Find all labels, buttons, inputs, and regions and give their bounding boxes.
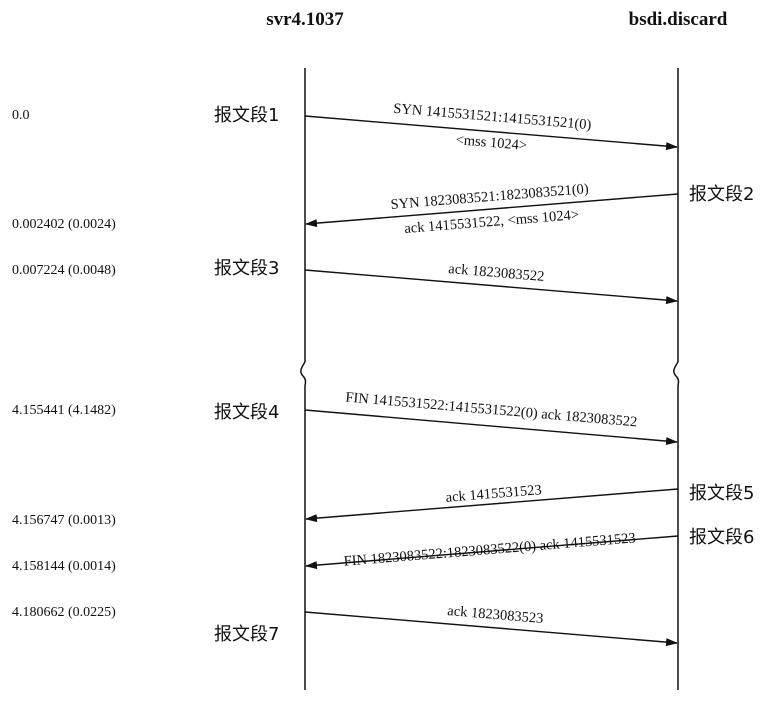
- segment-label-2: 报文段2: [689, 184, 754, 205]
- timestamp-7: 4.180662 (0.0225): [12, 605, 116, 620]
- segment-label-7: 报文段7: [214, 624, 279, 645]
- timestamp-3: 0.007224 (0.0048): [12, 263, 116, 278]
- segment-5-message: ack 1415531523: [445, 482, 542, 506]
- segment-label-1: 报文段1: [214, 105, 279, 126]
- left-timeline: [300, 68, 307, 690]
- right-timeline: [673, 68, 680, 690]
- segment-label-4: 报文段4: [214, 402, 279, 423]
- segment-4-arrow: [304, 409, 678, 446]
- segment-4-message: FIN 1415531522:1415531522(0) ack 1823083…: [345, 390, 638, 431]
- timestamp-5: 4.156747 (0.0013): [12, 513, 116, 528]
- segment-label-6: 报文段6: [689, 527, 754, 548]
- segment-7-message: ack 1823083523: [447, 603, 544, 627]
- timestamp-4: 4.155441 (4.1482): [12, 403, 116, 418]
- segment-label-3: 报文段3: [214, 258, 279, 279]
- timestamp-2: 0.002402 (0.0024): [12, 217, 116, 232]
- segment-7-arrow: [304, 611, 678, 647]
- segment-6-arrow: [305, 535, 679, 570]
- segment-label-5: 报文段5: [689, 483, 754, 504]
- segment-1-message: SYN 1415531521:1415531521(0): [393, 101, 592, 134]
- segment-1-arrow: [304, 115, 678, 151]
- segment-3-arrow: [304, 269, 678, 305]
- timestamp-1: 0.0: [12, 108, 30, 123]
- host-right-label: bsdi.discard: [629, 9, 728, 30]
- host-left-label: svr4.1037: [266, 9, 344, 30]
- segment-6-message: FIN 1823083522:1823083522(0) ack 1415531…: [343, 530, 636, 569]
- segment-1-option: <mss 1024>: [455, 132, 528, 154]
- segment-2-arrow: [305, 193, 679, 228]
- segment-3-message: ack 1823083522: [448, 261, 545, 285]
- segment-2-ack: ack 1415531522, <mss 1024>: [404, 207, 580, 237]
- timestamp-6: 4.158144 (0.0014): [12, 559, 116, 574]
- segment-5-arrow: [305, 488, 679, 523]
